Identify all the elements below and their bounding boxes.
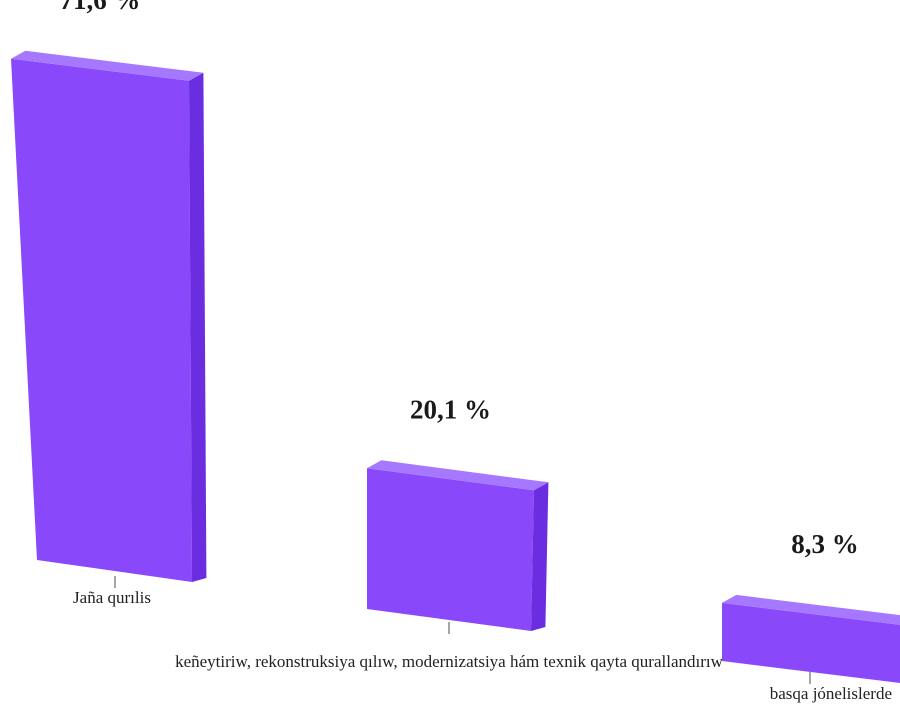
category-label-3: basqa jónelislerde <box>770 684 892 703</box>
bar-2-front <box>367 468 534 631</box>
bar-2-top <box>367 460 549 491</box>
bar-group-2: 20,1 % keñeytiriw, rekonstruksiya qılıw,… <box>175 394 724 671</box>
value-label-1: 71,6 % <box>60 0 141 15</box>
bar-group-1: 71,6 % Jaña qurılis <box>11 0 207 607</box>
category-label-2: keñeytiriw, rekonstruksiya qılıw, modern… <box>175 652 724 671</box>
bar-1-side <box>189 72 207 583</box>
bar-3-top <box>722 594 900 625</box>
bar-group-3: 8,3 % basqa jónelislerde <box>722 529 900 703</box>
category-label-1: Jaña qurılis <box>73 588 151 607</box>
value-label-3: 8,3 % <box>791 529 859 559</box>
value-label-2: 20,1 % <box>410 394 491 424</box>
bar-1-top <box>11 50 204 81</box>
bar-3-front <box>722 602 900 683</box>
bar-1-front <box>11 58 192 583</box>
bar-2-side <box>531 482 549 631</box>
